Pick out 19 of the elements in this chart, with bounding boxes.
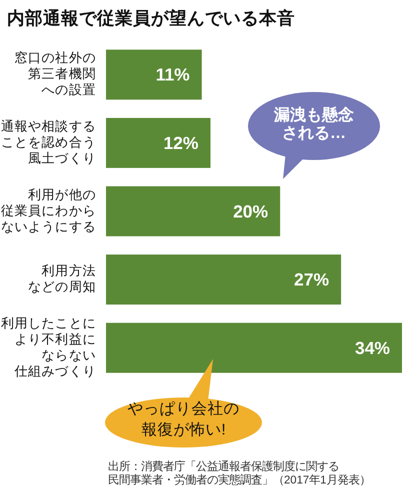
data-label: 27% — [294, 270, 330, 290]
text: やっぱり会社の報復が怖い! — [128, 399, 240, 438]
bar — [106, 254, 342, 305]
data-label: 20% — [233, 201, 269, 222]
data-label: 11% — [156, 64, 190, 85]
chart-title: 内部通報で従業員が望んでいる本音 — [7, 8, 295, 28]
y-tick-label: 利用したことにより不利益にならない仕組みづくり — [0, 314, 96, 378]
bar — [106, 322, 402, 373]
y-tick-label: 利用が他の従業員にわからないようにする — [0, 186, 96, 234]
data-label: 12% — [163, 132, 199, 153]
y-tick-label: 窓口の社外の第三者機関への設置 — [14, 50, 96, 97]
annotation: 漏洩も懸念される… — [273, 106, 354, 142]
text: 出所：消費者庁「公益通報者保護制度に関する民間事業者・労働者の実態調査」（2017年1月発表） — [108, 460, 370, 486]
bar — [106, 50, 202, 100]
bar — [106, 118, 210, 168]
bar — [106, 186, 280, 236]
y-tick-label: 利用方法などの周知 — [28, 262, 96, 294]
y-tick-label: 通報や相談することを認め合う風土づくり — [0, 118, 96, 165]
data-label: 34% — [354, 338, 390, 358]
